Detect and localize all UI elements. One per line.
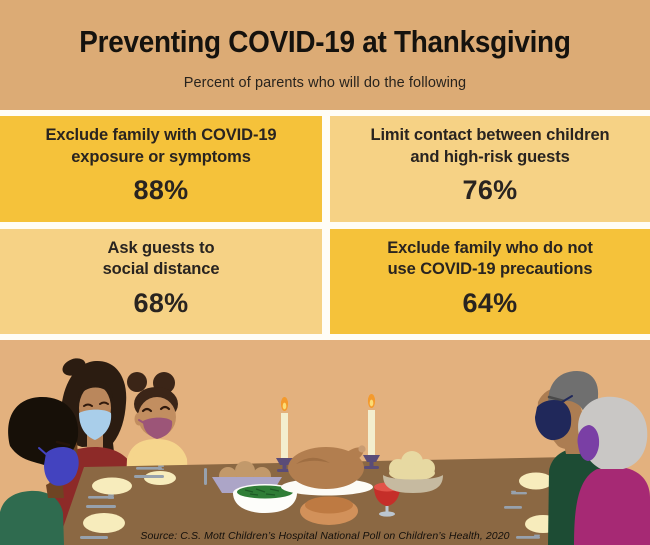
mashed-potatoes-bowl [383,451,443,493]
cutlery-right [504,490,540,539]
stat-value: 76% [462,175,518,206]
stat-label-line: exposure or symptoms [71,147,251,166]
stat-card-exclude-no-precautions: Exclude family who do not use COVID-19 p… [330,228,650,334]
stat-value: 88% [133,175,189,206]
stat-label-line: Ask guests to [107,238,215,257]
dinner-scene-drawing [0,340,650,545]
roast-turkey [281,445,373,496]
father-in-mask-icon [0,397,79,545]
stat-label-line: Exclude family with COVID-19 [45,126,277,145]
stat-label-line: social distance [102,260,220,279]
stat-label-line: Limit contact between children [370,126,610,145]
source-attribution: Source: C.S. Mott Children’s Hospital Na… [140,530,510,542]
header: Preventing COVID-19 at Thanksgiving Perc… [0,0,650,110]
grandmother-in-mask-icon [574,396,650,545]
page-subtitle: Percent of parents who will do the follo… [183,75,467,91]
green-beans-bowl [233,484,297,513]
stat-label-line: use COVID-19 precautions [387,260,593,279]
stat-grid: Exclude family with COVID-19 exposure or… [0,110,650,340]
stat-label-line: Exclude family who do not [387,238,593,257]
lit-candles [276,394,380,472]
stat-value: 68% [133,287,189,318]
stat-card-exclude-exposure: Exclude family with COVID-19 exposure or… [0,116,322,222]
thanksgiving-dinner-illustration: Source: C.S. Mott Children’s Hospital Na… [0,340,650,545]
page-title: Preventing COVID-19 at Thanksgiving [79,24,571,59]
stat-card-limit-contact: Limit contact between children and high-… [330,116,650,222]
stat-label-line: and high-risk guests [410,147,570,166]
stat-value: 64% [462,287,518,318]
pumpkin-pie [300,496,358,525]
stat-card-social-distance: Ask guests to social distance 68% [0,228,322,334]
cutlery-left [80,465,207,539]
